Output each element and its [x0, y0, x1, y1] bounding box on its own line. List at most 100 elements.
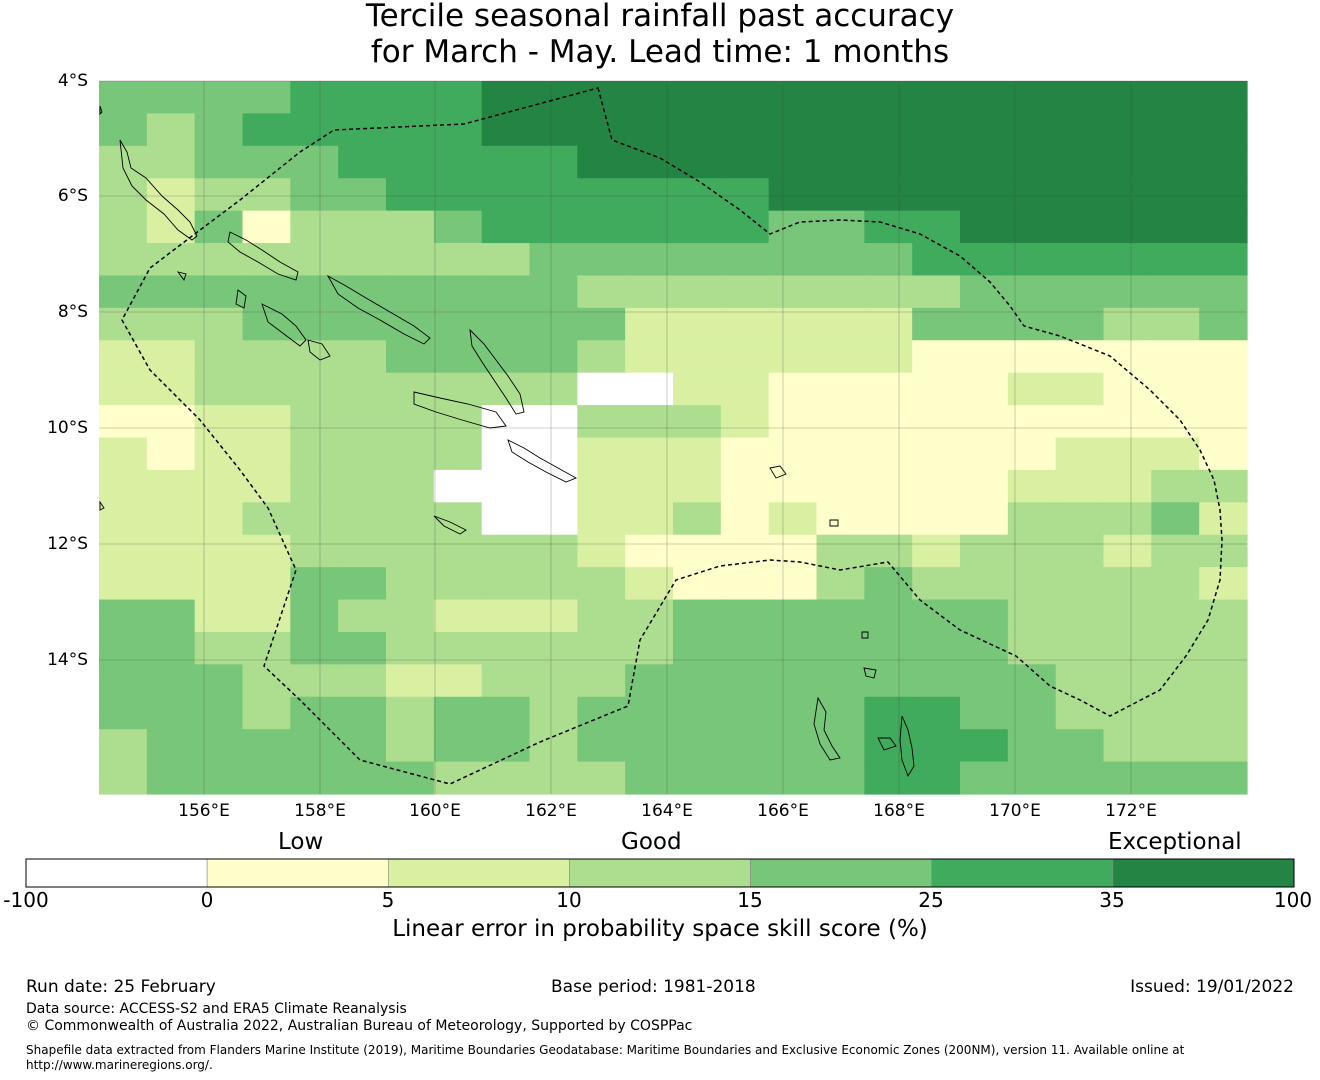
grid-cell: [1199, 340, 1248, 374]
grid-cell: [768, 761, 818, 795]
grid-cell: [99, 340, 148, 374]
grid-cell: [194, 437, 244, 471]
grid-cell: [529, 275, 578, 309]
grid-cell: [481, 340, 531, 374]
grid-cell: [864, 178, 913, 212]
grid-cell: [912, 437, 961, 471]
grid-cell: [577, 502, 626, 536]
grid-cell: [433, 631, 483, 665]
grid-cell: [338, 243, 387, 277]
grid-cell: [386, 567, 435, 601]
grid-cell: [338, 437, 387, 471]
grid-cell: [242, 372, 291, 406]
grid-cell: [673, 696, 722, 730]
grid-cell: [816, 243, 865, 277]
grid-cell: [577, 696, 626, 730]
grid-cell: [99, 696, 148, 730]
colorbar-tick-label: 25: [918, 888, 944, 912]
colorbar-segment: [206, 858, 389, 888]
grid-cell: [1055, 405, 1105, 439]
grid-cell: [290, 469, 339, 503]
grid-cell: [864, 567, 913, 601]
grid-cell: [577, 469, 626, 503]
grid-cell: [816, 567, 865, 601]
colorbar-segment: [387, 858, 570, 888]
grid-cell: [673, 599, 722, 633]
grid-cell: [673, 631, 722, 665]
grid-cell: [577, 534, 626, 568]
grid-cell: [577, 729, 626, 763]
grid-cell: [481, 761, 531, 795]
grid-cell: [146, 761, 196, 795]
grid-cell: [1055, 664, 1105, 698]
grid-cell: [99, 761, 148, 795]
grid-cell: [529, 502, 578, 536]
grid-cell: [864, 664, 913, 698]
grid-cell: [864, 729, 913, 763]
grid-cell: [386, 243, 435, 277]
map-title-line-1: Tercile seasonal rainfall past accuracy: [365, 0, 955, 34]
grid-cell: [625, 210, 674, 244]
grid-cell: [960, 729, 1009, 763]
grid-cell: [1055, 534, 1105, 568]
grid-cell: [242, 243, 291, 277]
grid-cell: [1199, 502, 1248, 536]
grid-cell: [1055, 275, 1105, 309]
grid-cell: [720, 761, 770, 795]
grid-cell: [816, 599, 865, 633]
grid-cell: [1007, 275, 1057, 309]
grid-cell: [1007, 534, 1057, 568]
grid-cell: [864, 599, 913, 633]
grid-cell: [960, 178, 1009, 212]
grid-cell: [290, 631, 339, 665]
lon-label-168e: 168°E: [873, 801, 925, 821]
grid-cell: [673, 534, 722, 568]
grid-cell: [1199, 664, 1248, 698]
island-malakula: [899, 715, 915, 778]
grid-cell: [720, 81, 770, 115]
grid-cell: [960, 534, 1009, 568]
grid-cell: [1199, 534, 1248, 568]
grid-cell: [1103, 210, 1152, 244]
grid-cell: [242, 567, 291, 601]
grid-cell: [1199, 275, 1248, 309]
grid-cell: [99, 372, 148, 406]
grid-cell: [577, 340, 626, 374]
grid-cell: [625, 145, 674, 179]
grid-cell: [816, 761, 865, 795]
grid-cell: [1055, 599, 1105, 633]
grid-cell: [720, 307, 770, 341]
grid-cell: [816, 405, 865, 439]
grid-cell: [816, 275, 865, 309]
category-good-label: Good: [621, 829, 682, 855]
grid-cell: [720, 275, 770, 309]
eez-boundaries: [121, 87, 1223, 785]
grid-cell: [338, 729, 387, 763]
island-malaita: [469, 328, 525, 415]
grid-cell: [1103, 664, 1152, 698]
lon-label-172e: 172°E: [1105, 801, 1157, 821]
grid-cell: [1151, 502, 1200, 536]
grid-cell: [577, 210, 626, 244]
grid-cell: [290, 405, 339, 439]
grid-cell: [194, 696, 244, 730]
grid-cell: [720, 243, 770, 277]
grid-cell: [290, 534, 339, 568]
colorbar-tick-label: 10: [556, 888, 582, 912]
grid-cell: [386, 534, 435, 568]
grid-cell: [768, 567, 818, 601]
grid-cell: [290, 437, 339, 471]
grid-cell: [768, 405, 818, 439]
grid-cell: [577, 178, 626, 212]
grid-cell: [577, 113, 626, 147]
grid-cell: [338, 599, 387, 633]
grid-cell: [338, 275, 387, 309]
grid-cell: [99, 437, 148, 471]
grid-cell: [529, 761, 578, 795]
grid-cell: [386, 178, 435, 212]
grid-cell: [386, 81, 435, 115]
grid-cell: [433, 567, 483, 601]
grid-cell: [386, 664, 435, 698]
shapefile-credit: Shapefile data extracted from Flanders M…: [26, 1043, 1185, 1057]
grid-cell: [960, 567, 1009, 601]
